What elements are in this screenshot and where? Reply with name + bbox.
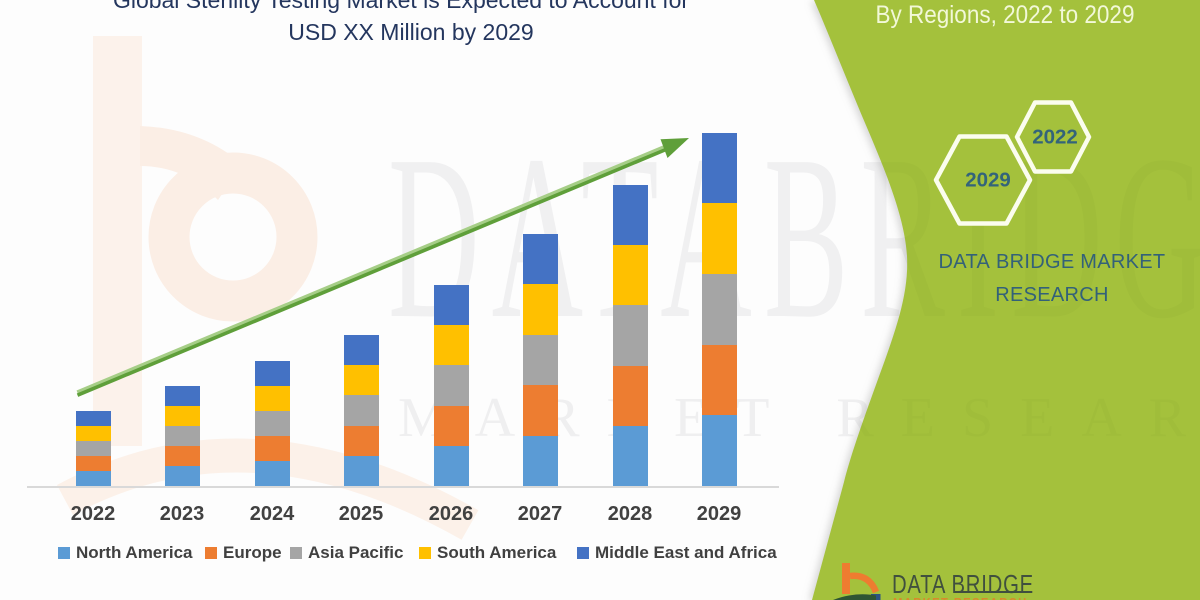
svg-text:2022: 2022: [1032, 126, 1078, 149]
svg-text:2029: 2029: [965, 169, 1011, 192]
